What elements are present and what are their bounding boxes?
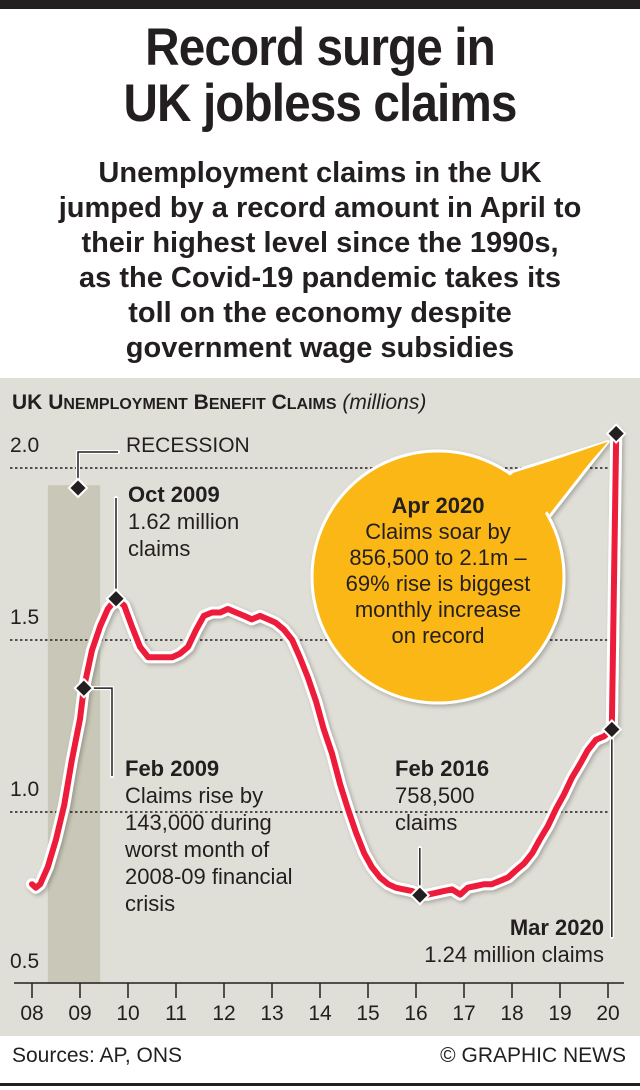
annotation-date: Apr 2020 xyxy=(391,493,485,518)
annotation-feb-2009: Feb 2009 Claims rise by 143,000 during w… xyxy=(125,755,293,917)
data-marker-apr2020 xyxy=(605,423,627,445)
standfirst-line: Unemployment claims in the UK xyxy=(98,157,542,189)
annotation-text: 758,500 xyxy=(395,783,475,808)
standfirst-line: their highest level since the 1990s, xyxy=(81,227,559,259)
chart-title-cap: B xyxy=(193,391,209,414)
x-tick-label: 12 xyxy=(212,1002,236,1025)
annotation-text: monthly increase xyxy=(354,597,522,622)
x-tick-label: 09 xyxy=(68,1002,92,1025)
data-marker-mar2020 xyxy=(601,719,623,740)
annotation-text: on record xyxy=(391,623,485,648)
chart-title-cap: U xyxy=(48,391,64,414)
chart-title-sc: LAIMS xyxy=(286,396,337,413)
x-tick-label: 19 xyxy=(548,1002,572,1025)
standfirst-line: government wage subsidies xyxy=(125,332,515,364)
chart-title-sc: NEMPLOYMENT xyxy=(63,396,188,413)
y-tick-label: 1.5 xyxy=(10,606,40,629)
standfirst-line: as the Covid-19 pandemic takes its xyxy=(79,262,561,294)
annotation-text: crisis xyxy=(125,891,176,916)
annotation-text: 1.62 million xyxy=(128,509,240,534)
speech-bubble-tail-fill xyxy=(510,441,609,517)
x-tick-label: 10 xyxy=(116,1002,140,1025)
x-tick-label: 08 xyxy=(20,1002,44,1025)
annotation-text: 143,000 during xyxy=(125,810,272,835)
x-tick-label: 17 xyxy=(452,1002,476,1025)
annotation-text: claims xyxy=(128,536,191,561)
chart-title-sc: ENEFIT xyxy=(208,396,266,413)
x-tick-label: 11 xyxy=(165,1002,187,1025)
sources-credit: Sources: AP, ONS xyxy=(12,1044,183,1067)
recession-label: RECESSION xyxy=(126,434,250,457)
x-tick-label: 20 xyxy=(596,1002,620,1025)
annotation-date: Mar 2020 xyxy=(509,915,604,940)
annotation-date: Feb 2009 xyxy=(125,756,220,781)
bottom-rule xyxy=(0,1083,640,1086)
line-chart xyxy=(10,423,627,998)
chart-title-cap: C xyxy=(271,391,287,414)
annotation-text: 1.24 million claims xyxy=(424,942,604,967)
x-tick-label: 16 xyxy=(404,1002,428,1025)
chart-title: UK UNEMPLOYMENT BENEFIT CLAIMS (millions… xyxy=(12,391,426,415)
copyright-credit: © GRAPHIC NEWS xyxy=(440,1044,626,1067)
annotation-oct-2009: Oct 2009 1.62 million claims xyxy=(128,481,239,562)
annotation-text: Claims rise by xyxy=(125,783,264,808)
y-tick-label: 1.0 xyxy=(10,778,40,801)
annotation-text: 856,500 to 2.1m – xyxy=(349,545,527,570)
data-marker-oct2009 xyxy=(105,588,127,610)
data-marker-feb2009 xyxy=(73,677,95,699)
headline-line-2: UK jobless claims xyxy=(123,74,518,133)
headline: Record surge in UK jobless claims xyxy=(32,20,608,132)
recession-leader-halo xyxy=(76,450,120,490)
annotation-mar-2020: Mar 2020 1.24 million claims xyxy=(424,914,604,968)
annotation-text: Claims soar by xyxy=(365,519,511,544)
standfirst: Unemployment claims in the UK jumped by … xyxy=(0,156,640,366)
speech-bubble-circle xyxy=(310,449,566,705)
chart-title-uk: UK xyxy=(12,391,43,414)
annotation-text: 2008-09 financial xyxy=(125,864,293,889)
annotation-date: Oct 2009 xyxy=(128,482,220,507)
y-tick-label: 2.0 xyxy=(10,434,40,457)
annotation-apr-2020: Apr 2020 Claims soar by 856,500 to 2.1m … xyxy=(318,493,558,649)
x-tick-label: 13 xyxy=(260,1002,284,1025)
annotation-text: claims xyxy=(395,810,458,835)
headline-line-1: Record surge in xyxy=(145,18,496,77)
annotation-feb-2016: Feb 2016 758,500 claims xyxy=(395,755,489,836)
annotation-text: 69% rise is biggest xyxy=(345,571,531,596)
recession-marker xyxy=(67,477,89,499)
data-marker-feb2016 xyxy=(409,884,431,906)
standfirst-line: jumped by a record amount in April to xyxy=(58,192,582,224)
x-tick-label: 15 xyxy=(356,1002,380,1025)
recession-leader xyxy=(77,451,118,488)
standfirst-line: toll on the economy despite xyxy=(128,297,512,329)
chart-title-unit: (millions) xyxy=(342,391,427,414)
top-rule xyxy=(0,0,640,9)
annotation-text: worst month of xyxy=(125,837,270,862)
x-tick-label: 14 xyxy=(308,1002,332,1025)
annotation-date: Feb 2016 xyxy=(395,756,490,781)
x-tick-label: 18 xyxy=(500,1002,524,1025)
speech-bubble xyxy=(310,440,610,705)
y-tick-label: 0.5 xyxy=(10,950,40,973)
